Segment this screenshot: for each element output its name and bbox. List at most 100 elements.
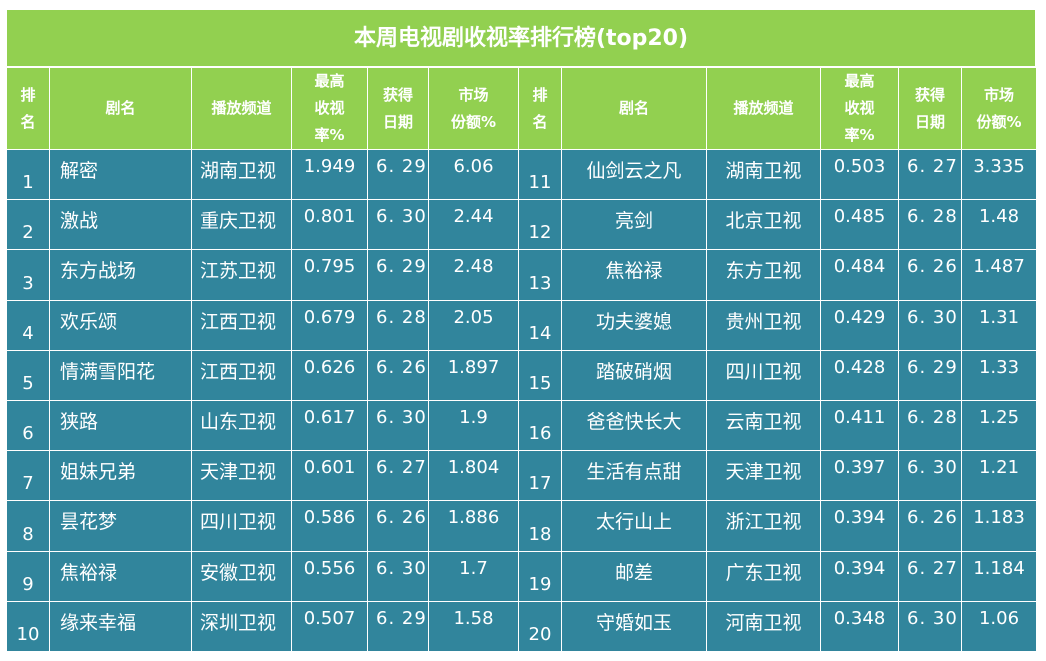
channel-cell: 广东卫视 bbox=[706, 550, 821, 602]
rank-cell: 19 bbox=[518, 550, 562, 602]
header-rating: 最高 收视 率% bbox=[820, 67, 899, 150]
rank-cell: 14 bbox=[518, 299, 562, 351]
drama-name-cell: 东方战场 bbox=[49, 249, 192, 301]
share-cell: 1.886 bbox=[428, 500, 519, 552]
header-rating: 最高 收视 率% bbox=[291, 67, 368, 150]
table-row: 2 激战 重庆卫视 0.801 6. 30 2.44 12 亮剑 北京卫视 0.485 6. 28 1… bbox=[6, 199, 1037, 251]
date-cell: 6. 30 bbox=[367, 399, 429, 452]
table-row: 6 狭路 山东卫视 0.617 6. 30 1.9 16 爸爸快长大 云南卫视 0.411 6. 2… bbox=[6, 399, 1037, 452]
header-date: 获得 日期 bbox=[367, 67, 429, 150]
rating-cell: 0.601 bbox=[291, 450, 368, 502]
rank-cell: 2 bbox=[6, 199, 50, 251]
date-cell: 6. 29 bbox=[367, 600, 429, 652]
table-row: 7 姐妹兄弟 天津卫视 0.601 6. 27 1.804 17 生活有点甜 天津卫视 0.397… bbox=[6, 450, 1037, 502]
rating-cell: 0.617 bbox=[291, 399, 368, 452]
rank-cell: 4 bbox=[6, 299, 50, 351]
table-row: 5 情满雪阳花 江西卫视 0.626 6. 26 1.897 15 踏破硝烟 四川卫视 0.428… bbox=[6, 349, 1037, 401]
date-cell: 6. 26 bbox=[898, 500, 962, 552]
date-cell: 6. 29 bbox=[367, 249, 429, 301]
channel-cell: 安徽卫视 bbox=[191, 550, 292, 602]
channel-cell: 云南卫视 bbox=[706, 399, 821, 452]
channel-cell: 四川卫视 bbox=[191, 500, 292, 552]
rank-cell: 15 bbox=[518, 349, 562, 401]
drama-name-cell: 焦裕禄 bbox=[561, 249, 707, 301]
drama-name-cell: 缘来幸福 bbox=[49, 600, 192, 652]
table-row: 9 焦裕禄 安徽卫视 0.556 6. 30 1.7 19 邮差 广东卫视 0.394 6. 27 1… bbox=[6, 550, 1037, 602]
share-cell: 1.25 bbox=[961, 399, 1037, 452]
share-cell: 1.183 bbox=[961, 500, 1037, 552]
rank-cell: 17 bbox=[518, 450, 562, 502]
drama-name-cell: 欢乐颂 bbox=[49, 299, 192, 351]
drama-name-cell: 功夫婆媳 bbox=[561, 299, 707, 351]
date-cell: 6. 27 bbox=[367, 450, 429, 502]
share-cell: 1.897 bbox=[428, 349, 519, 401]
rank-cell: 5 bbox=[6, 349, 50, 401]
drama-name-cell: 生活有点甜 bbox=[561, 450, 707, 502]
rank-cell: 10 bbox=[6, 600, 50, 652]
channel-cell: 湖南卫视 bbox=[191, 148, 292, 201]
channel-cell: 四川卫视 bbox=[706, 349, 821, 401]
channel-cell: 北京卫视 bbox=[706, 199, 821, 251]
table-body: 1 解密 湖南卫视 1.949 6. 29 6.06 11 仙剑云之凡 湖南卫视 0.503 6. … bbox=[6, 148, 1037, 652]
date-cell: 6. 29 bbox=[898, 349, 962, 401]
drama-name-cell: 昙花梦 bbox=[49, 500, 192, 552]
share-cell: 1.06 bbox=[961, 600, 1037, 652]
channel-cell: 江西卫视 bbox=[191, 349, 292, 401]
ranking-board: 本周电视剧收视率排行榜(top20) 排名 剧名 播放频道 最高 收视 率% 获得日… bbox=[6, 9, 1037, 652]
header-channel: 播放频道 bbox=[706, 67, 821, 150]
channel-cell: 贵州卫视 bbox=[706, 299, 821, 351]
rating-cell: 0.507 bbox=[291, 600, 368, 652]
table-row: 4 欢乐颂 江西卫视 0.679 6. 28 2.05 14 功夫婆媳 贵州卫视 0.429 6. … bbox=[6, 299, 1037, 351]
drama-name-cell: 邮差 bbox=[561, 550, 707, 602]
drama-name-cell: 守婚如玉 bbox=[561, 600, 707, 652]
channel-cell: 江西卫视 bbox=[191, 299, 292, 351]
rating-cell: 0.411 bbox=[820, 399, 899, 452]
channel-cell: 深圳卫视 bbox=[191, 600, 292, 652]
rank-cell: 16 bbox=[518, 399, 562, 452]
rank-cell: 3 bbox=[6, 249, 50, 301]
rank-cell: 20 bbox=[518, 600, 562, 652]
share-cell: 1.9 bbox=[428, 399, 519, 452]
drama-name-cell: 踏破硝烟 bbox=[561, 349, 707, 401]
drama-name-cell: 情满雪阳花 bbox=[49, 349, 192, 401]
share-cell: 1.487 bbox=[961, 249, 1037, 301]
rating-cell: 0.394 bbox=[820, 550, 899, 602]
rating-cell: 0.485 bbox=[820, 199, 899, 251]
date-cell: 6. 30 bbox=[898, 299, 962, 351]
table-row: 10 缘来幸福 深圳卫视 0.507 6. 29 1.58 20 守婚如玉 河南卫视 0.348 6… bbox=[6, 600, 1037, 652]
rating-cell: 0.626 bbox=[291, 349, 368, 401]
share-cell: 6.06 bbox=[428, 148, 519, 201]
header-name: 剧名 bbox=[49, 67, 192, 150]
rating-cell: 0.801 bbox=[291, 199, 368, 251]
rank-cell: 8 bbox=[6, 500, 50, 552]
rating-cell: 0.484 bbox=[820, 249, 899, 301]
date-cell: 6. 27 bbox=[898, 550, 962, 602]
header-channel: 播放频道 bbox=[191, 67, 292, 150]
rank-cell: 1 bbox=[6, 148, 50, 201]
share-cell: 1.33 bbox=[961, 349, 1037, 401]
share-cell: 2.05 bbox=[428, 299, 519, 351]
rank-cell: 6 bbox=[6, 399, 50, 452]
channel-cell: 天津卫视 bbox=[191, 450, 292, 502]
share-cell: 1.48 bbox=[961, 199, 1037, 251]
date-cell: 6. 30 bbox=[367, 199, 429, 251]
table-row: 3 东方战场 江苏卫视 0.795 6. 29 2.48 13 焦裕禄 东方卫视 0.484 6. … bbox=[6, 249, 1037, 301]
header-share: 市场 份额% bbox=[961, 67, 1037, 150]
rank-cell: 9 bbox=[6, 550, 50, 602]
date-cell: 6. 30 bbox=[898, 450, 962, 502]
rating-cell: 0.429 bbox=[820, 299, 899, 351]
channel-cell: 东方卫视 bbox=[706, 249, 821, 301]
date-cell: 6. 28 bbox=[898, 399, 962, 452]
channel-cell: 重庆卫视 bbox=[191, 199, 292, 251]
header-row: 排名 剧名 播放频道 最高 收视 率% 获得 日期 市场 份额% 排名 剧名 播放频道 … bbox=[6, 67, 1037, 150]
channel-cell: 江苏卫视 bbox=[191, 249, 292, 301]
rating-cell: 0.394 bbox=[820, 500, 899, 552]
rank-cell: 13 bbox=[518, 249, 562, 301]
drama-name-cell: 焦裕禄 bbox=[49, 550, 192, 602]
table-row: 8 昙花梦 四川卫视 0.586 6. 26 1.886 18 太行山上 浙江卫视 0.394 6.… bbox=[6, 500, 1037, 552]
share-cell: 1.184 bbox=[961, 550, 1037, 602]
date-cell: 6. 29 bbox=[367, 148, 429, 201]
channel-cell: 湖南卫视 bbox=[706, 148, 821, 201]
date-cell: 6. 26 bbox=[367, 349, 429, 401]
channel-cell: 山东卫视 bbox=[191, 399, 292, 452]
